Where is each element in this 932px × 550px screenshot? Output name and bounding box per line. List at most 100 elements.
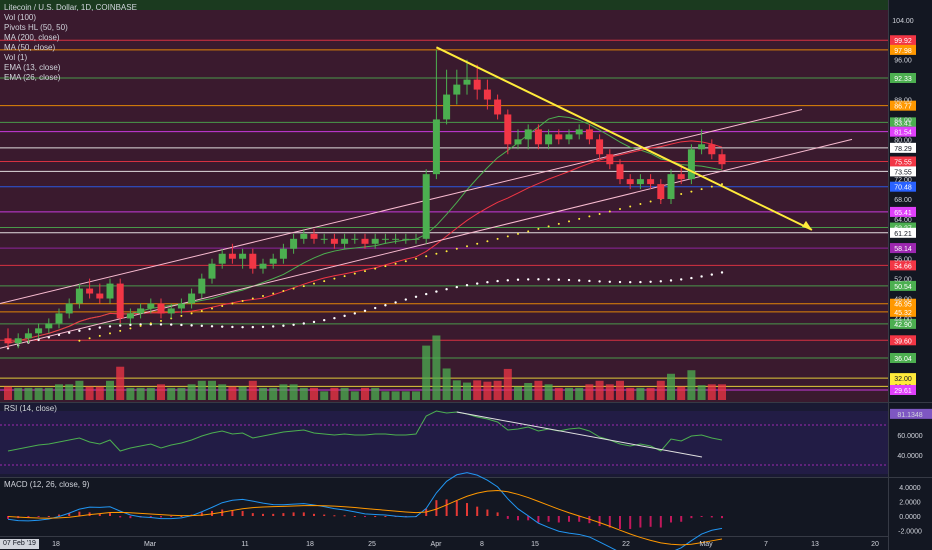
candle-body <box>698 144 706 150</box>
candle-body <box>188 293 196 304</box>
candle-body <box>494 99 502 115</box>
level-label: 92.33 <box>894 76 912 83</box>
candle-body <box>14 338 22 344</box>
level-badge <box>890 117 916 128</box>
price-pane[interactable] <box>0 0 888 402</box>
macd-histogram-bar <box>333 515 336 517</box>
volume-bar <box>463 382 471 400</box>
legend-vol1[interactable]: Vol (1) <box>4 53 28 62</box>
candle-body <box>330 238 338 244</box>
level-badge <box>890 353 916 364</box>
volume-bar <box>412 391 420 400</box>
ma50-dot <box>415 257 417 260</box>
macd-histogram-bar <box>435 500 438 516</box>
crosshair-date-badge: 07 Feb '19 <box>0 539 39 549</box>
macd-histogram-bar <box>476 506 479 516</box>
ma50-dot <box>629 205 632 208</box>
ma50-dot <box>700 188 703 191</box>
candle-body <box>636 179 644 185</box>
ma50-dot <box>262 295 264 298</box>
price-tick-label: 56.00 <box>894 257 912 264</box>
price-axis[interactable] <box>888 0 932 550</box>
macd-histogram-bar <box>241 510 244 516</box>
ma200-dot <box>496 279 499 283</box>
macd-histogram-bar <box>486 509 489 516</box>
macd-histogram-bar <box>353 516 356 517</box>
macd-histogram-bar <box>384 516 387 517</box>
volume-bar <box>442 368 451 400</box>
level-badge <box>890 35 916 46</box>
volume-bar <box>401 391 410 400</box>
ma200-dot <box>302 322 305 325</box>
ma200-dot <box>659 280 662 283</box>
candle-body <box>626 179 634 185</box>
candle-body <box>687 149 695 180</box>
macd-histogram-bar <box>690 516 693 519</box>
legend-ema26[interactable]: EMA (26, close) <box>4 73 61 82</box>
volume-bar <box>687 370 696 400</box>
macd-histogram-bar <box>251 513 254 516</box>
legend-ema13[interactable]: EMA (13, close) <box>4 63 61 72</box>
candle-body <box>371 238 379 244</box>
macd-pane[interactable] <box>0 478 888 536</box>
candle-body <box>208 263 216 279</box>
rsi-label[interactable]: RSI (14, close) <box>4 404 57 413</box>
candle-body <box>218 253 226 264</box>
level-label: 45.32 <box>894 310 912 317</box>
macd-histogram-bar <box>374 516 377 517</box>
time-tick-label: 25 <box>368 541 376 548</box>
level-label: 78.29 <box>894 146 912 153</box>
level-badge <box>890 384 916 395</box>
macd-histogram-bar <box>700 516 703 517</box>
ma200-dot <box>486 280 489 284</box>
level-badge <box>890 318 916 329</box>
volume-bar <box>299 387 308 400</box>
volume-bar <box>146 387 155 400</box>
legend-ma50[interactable]: MA (50, close) <box>4 43 56 52</box>
ma200-dot <box>455 285 458 289</box>
macd-label[interactable]: MACD (12, 26, close, 9) <box>4 480 90 489</box>
volume-bar <box>707 384 716 400</box>
price-tick-label: 104.00 <box>892 18 914 25</box>
macd-indicator <box>7 472 723 550</box>
volume-bar <box>24 387 33 400</box>
macd-histogram-bar <box>302 512 305 516</box>
ma200-dot <box>108 325 112 328</box>
ma200-dot <box>261 325 265 329</box>
ma200-dot <box>425 292 428 296</box>
ma50-dot <box>98 334 101 337</box>
time-tick-label: 7 <box>764 541 768 548</box>
macd-histogram-bar <box>466 503 468 516</box>
candle-body <box>585 129 593 140</box>
ma50-dot <box>680 193 683 196</box>
ma200-dot <box>435 290 438 293</box>
level-badge <box>890 181 916 192</box>
legend-pivots[interactable]: Pivots HL (50, 50) <box>4 23 68 32</box>
legend-ma200[interactable]: MA (200, close) <box>4 33 60 42</box>
legend-vol[interactable]: Vol (100) <box>4 13 37 22</box>
volume-bar <box>116 366 125 400</box>
volume-bar <box>718 384 726 400</box>
ma50-dot <box>384 265 387 268</box>
volume-bar <box>473 380 482 400</box>
macd-histogram-bar <box>629 516 632 529</box>
ma50-dot <box>221 304 224 307</box>
level-badge <box>890 166 916 177</box>
volume-bar <box>626 387 635 400</box>
volume-bar <box>697 385 706 400</box>
time-tick-label: 13 <box>811 541 819 548</box>
ma200-dot <box>343 314 346 318</box>
time-axis[interactable] <box>0 536 888 550</box>
level-label: 39.60 <box>894 338 912 345</box>
symbol-title[interactable]: Litecoin / U.S. Dollar, 1D, COINBASE <box>4 3 137 12</box>
ma200-dot <box>282 324 285 327</box>
volume-bar <box>646 387 655 400</box>
macd-histogram-bar <box>78 511 81 516</box>
ma50-dot <box>160 319 162 322</box>
volume-bar <box>228 386 237 400</box>
ma200-dot <box>221 325 224 328</box>
macd-histogram-bar <box>231 510 234 516</box>
ma50-dot <box>149 322 152 325</box>
macd-histogram-bar <box>200 512 203 516</box>
